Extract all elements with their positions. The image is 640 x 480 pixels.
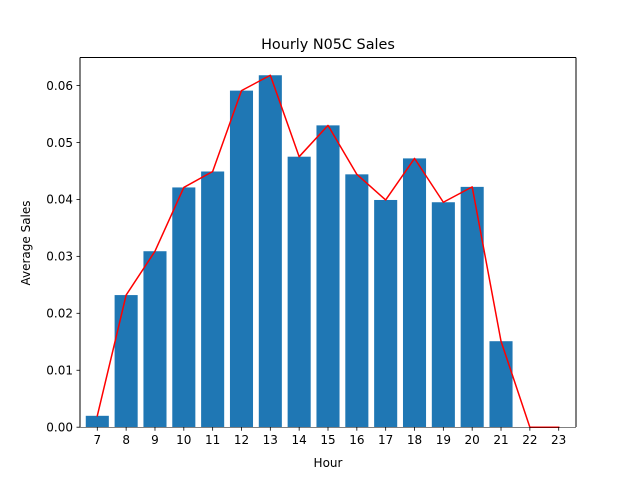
x-tick-label: 20 [465,433,480,447]
bar-hour-16 [345,174,369,428]
bar-hour-21 [489,341,513,428]
y-tick-label: 0.02 [46,307,73,321]
x-tick-label: 22 [522,433,537,447]
bar-hour-19 [431,202,455,428]
x-tick-label: 13 [263,433,278,447]
x-axis-ticks: 7 8 9 10 11 12 13 14 15 16 17 18 19 20 21 22 23 [93,427,566,447]
bar-hour-10 [172,187,196,428]
x-tick-label: 7 [93,433,101,447]
bar-hour-13 [258,75,282,428]
bar-series [85,75,513,428]
trend-line [96,74,560,428]
bar-hour-14 [287,156,311,428]
chart-title: Hourly N05C Sales [261,37,395,53]
x-tick-label: 23 [551,433,566,447]
y-tick-label: 0.00 [46,421,73,435]
x-tick-label: 17 [378,433,393,447]
bar-hour-11 [201,171,225,428]
x-tick-label: 15 [320,433,335,447]
x-tick-label: 10 [176,433,191,447]
y-tick-label: 0.05 [46,136,73,150]
y-tick-label: 0.04 [46,193,73,207]
bar-hour-7 [85,415,109,428]
x-tick-label: 11 [205,433,220,447]
y-tick-label: 0.01 [46,364,73,378]
x-tick-label: 21 [493,433,508,447]
bar-hour-8 [114,295,138,428]
y-axis-ticks: 0.00 0.01 0.02 0.03 0.04 0.05 0.06 [46,79,80,435]
x-tick-label: 14 [292,433,307,447]
x-axis-label: Hour [314,456,343,470]
bar-hour-9 [143,251,167,428]
bar-hour-17 [374,199,398,428]
bar-hour-20 [460,186,484,428]
x-tick-label: 19 [436,433,451,447]
bar-hour-15 [316,125,340,428]
y-tick-label: 0.06 [46,79,73,93]
bar-hour-12 [229,90,254,428]
x-tick-label: 12 [234,433,249,447]
bar-hour-18 [402,158,427,428]
x-tick-label: 18 [407,433,422,447]
line-series [96,74,560,428]
x-tick-label: 8 [122,433,130,447]
x-tick-label: 16 [349,433,364,447]
x-tick-label: 9 [151,433,159,447]
y-axis-label: Average Sales [19,200,33,285]
y-tick-label: 0.03 [46,250,73,264]
